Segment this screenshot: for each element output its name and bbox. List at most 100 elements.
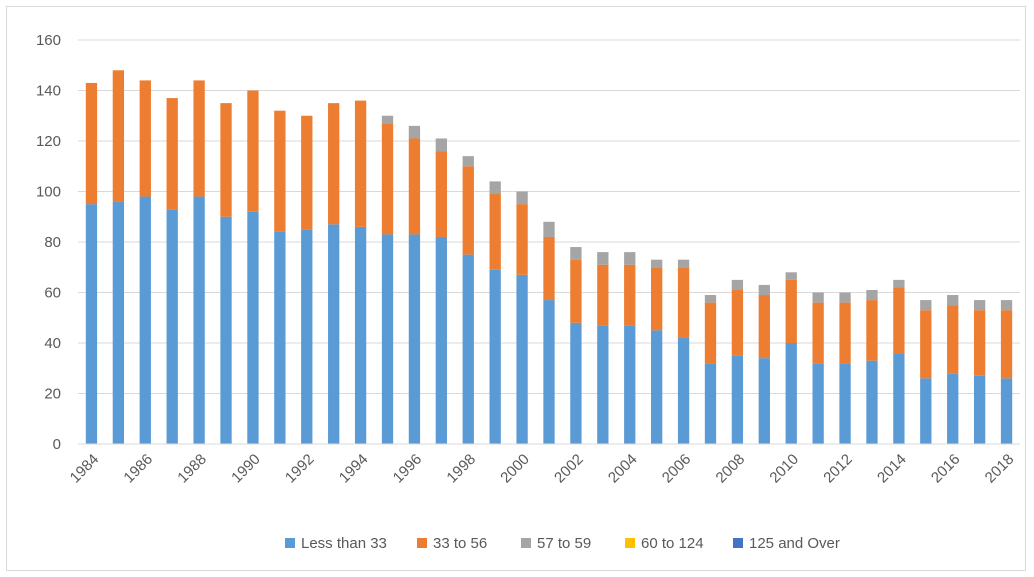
- bar-segment: [462, 166, 474, 255]
- bar-segment: [85, 82, 98, 205]
- y-tick-label: 80: [44, 234, 61, 251]
- bar-segment: [624, 325, 636, 444]
- bar-segment: [435, 151, 447, 237]
- bar-segment: [731, 279, 744, 290]
- bar-segment: [758, 358, 770, 444]
- legend-swatch: [733, 538, 743, 548]
- bar-segment: [408, 234, 421, 444]
- bar-segment: [947, 305, 959, 374]
- bar-segment: [704, 295, 717, 303]
- bar-segment: [920, 300, 932, 311]
- x-tick-label: 2014: [874, 451, 910, 487]
- bar-segment: [328, 103, 340, 225]
- x-tick-label: 1984: [67, 451, 103, 487]
- x-tick-label: 1998: [443, 451, 479, 487]
- bar-segment: [866, 300, 878, 361]
- bar-segment: [704, 363, 717, 444]
- x-tick-label: 2008: [713, 451, 749, 487]
- bar-segment: [893, 353, 905, 444]
- bar-segment: [785, 279, 797, 343]
- legend-swatch: [285, 538, 295, 548]
- y-tick-label: 60: [44, 285, 61, 302]
- bar-segment: [328, 224, 340, 444]
- legend-swatch: [417, 538, 427, 548]
- bar-segment: [247, 211, 259, 444]
- bar-segment: [462, 254, 474, 444]
- bar-segment: [381, 234, 394, 444]
- bar-segment: [866, 289, 878, 301]
- bar-segment: [301, 115, 313, 230]
- x-tick-label: 2010: [766, 451, 802, 487]
- bar-segment: [570, 259, 582, 323]
- bar-segment: [166, 98, 178, 210]
- bar-segment: [1000, 310, 1013, 379]
- bar-segment: [597, 264, 609, 326]
- bar-segment: [85, 204, 98, 444]
- bar-segment: [839, 363, 851, 444]
- x-tick-label: 2006: [659, 451, 695, 487]
- x-tick-label: 1996: [390, 451, 426, 487]
- x-axis-ticks: 1984 1986 1988 1990 1992 1994 1996 1998 2000 2002…: [67, 451, 1018, 487]
- x-tick-label: 2004: [605, 451, 641, 487]
- bar-segment: [220, 103, 232, 217]
- bar-segment: [354, 226, 367, 444]
- bar-segment: [812, 363, 824, 444]
- bar-segment: [597, 325, 609, 444]
- bar-segment: [435, 138, 447, 152]
- bar-segment: [381, 115, 394, 124]
- y-tick-label: 100: [36, 184, 61, 201]
- x-tick-label: 2000: [497, 451, 533, 487]
- bar-segment: [651, 267, 663, 331]
- legend-swatch: [625, 538, 635, 548]
- legend-swatch: [521, 538, 531, 548]
- bar-segment: [381, 123, 394, 235]
- bar-segment: [301, 229, 313, 444]
- bar-segment: [139, 80, 151, 197]
- bar-segment: [785, 272, 797, 280]
- bar-segment: [193, 196, 205, 444]
- x-tick-label: 2018: [982, 451, 1018, 487]
- bar-segment: [947, 373, 959, 444]
- bar-segment: [973, 375, 986, 444]
- bar-segment: [435, 236, 447, 444]
- bar-segment: [193, 80, 205, 197]
- bar-segment: [947, 295, 959, 306]
- bar-segment: [112, 201, 125, 444]
- bar-segment: [893, 279, 905, 288]
- bar-segment: [489, 181, 501, 195]
- bar-segment: [220, 216, 232, 444]
- bar-segment: [677, 259, 690, 268]
- y-tick-label: 40: [44, 335, 61, 352]
- bar-segment: [731, 289, 744, 356]
- bar-segment: [866, 360, 878, 444]
- legend-label: 33 to 56: [433, 535, 487, 552]
- y-tick-label: 120: [36, 133, 61, 150]
- x-tick-label: 1988: [174, 451, 210, 487]
- bar-segment: [112, 70, 125, 202]
- legend-label: Less than 33: [301, 535, 387, 552]
- x-tick-label: 2016: [928, 451, 964, 487]
- bar-segment: [893, 287, 905, 354]
- bar-segment: [677, 337, 690, 444]
- y-tick-label: 20: [44, 386, 61, 403]
- bar-segment: [704, 302, 717, 364]
- bar-segment: [920, 310, 932, 379]
- bar-segment: [570, 247, 582, 260]
- bar-segment: [543, 236, 555, 301]
- bar-segment: [408, 138, 421, 235]
- x-tick-label: 1990: [228, 451, 264, 487]
- bar-segment: [139, 196, 151, 444]
- bar-segment: [812, 302, 824, 364]
- x-tick-label: 2012: [820, 451, 856, 487]
- bar-segment: [247, 90, 259, 212]
- bar-segment: [166, 209, 178, 444]
- bar-segment: [462, 156, 474, 167]
- x-tick-label: 1994: [336, 451, 372, 487]
- bar-segment: [274, 110, 286, 232]
- bar-segment: [516, 204, 528, 275]
- bar-segment: [274, 231, 286, 444]
- bar-segment: [758, 284, 770, 296]
- bar-segment: [677, 267, 690, 338]
- y-tick-label: 140: [36, 83, 61, 100]
